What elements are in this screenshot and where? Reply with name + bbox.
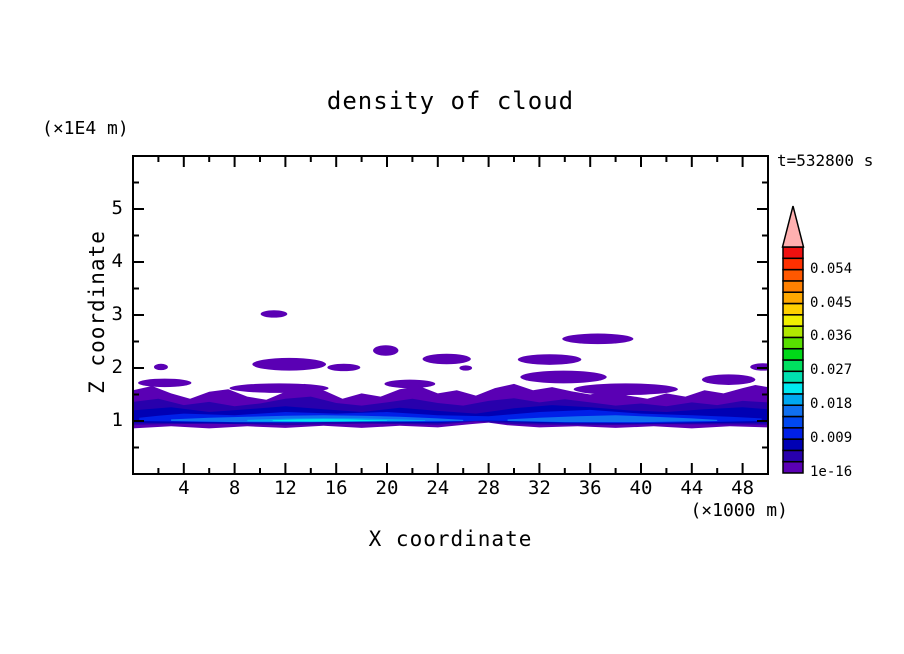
x-tick-label: 8 bbox=[228, 477, 241, 499]
contour-blob bbox=[520, 370, 607, 384]
colorbar-cell bbox=[782, 460, 804, 474]
contour-band bbox=[507, 415, 718, 423]
x-tick-label: 24 bbox=[426, 477, 450, 499]
contour-blob bbox=[701, 374, 756, 385]
colorbar-cell bbox=[782, 280, 804, 293]
contour-blob bbox=[562, 333, 634, 345]
colorbar-cell bbox=[782, 404, 804, 418]
contour-blob bbox=[153, 363, 168, 371]
colorbar-value-label: 0.018 bbox=[810, 396, 853, 413]
colorbar-cell bbox=[782, 314, 804, 327]
contour-blob bbox=[517, 354, 582, 365]
y-tick-label: 4 bbox=[111, 250, 123, 272]
contour-blob bbox=[260, 310, 288, 318]
y-tick-label: 3 bbox=[111, 303, 123, 325]
colorbar-cell bbox=[782, 449, 804, 463]
colorbar-cell bbox=[782, 302, 804, 316]
contour-blob bbox=[327, 363, 361, 372]
contour-blob bbox=[252, 357, 327, 371]
colorbar-cell bbox=[782, 257, 804, 271]
colorbar-cell bbox=[782, 347, 804, 361]
contour-blob bbox=[422, 353, 471, 365]
x-axis-unit-label: (×1000 m) bbox=[690, 500, 788, 521]
x-tick-label: 48 bbox=[731, 477, 755, 499]
y-tick-label: 1 bbox=[111, 409, 123, 431]
contour-blob bbox=[138, 378, 192, 388]
x-tick-label: 28 bbox=[477, 477, 501, 499]
y-axis-unit-label: (×1E4 m) bbox=[42, 118, 129, 139]
colorbar-cell bbox=[782, 246, 804, 260]
x-tick-label: 44 bbox=[680, 477, 704, 499]
colorbar-value-label: 1e-16 bbox=[810, 464, 853, 480]
contour-blob bbox=[459, 365, 473, 371]
colorbar-cell bbox=[782, 291, 804, 305]
colorbar-value-label: 0.009 bbox=[810, 430, 853, 447]
x-tick-label: 12 bbox=[273, 477, 297, 499]
x-tick-label: 32 bbox=[527, 477, 551, 499]
colorbar-value-label: 0.054 bbox=[810, 260, 853, 277]
contour-band bbox=[272, 419, 387, 422]
colorbar-overflow-arrow bbox=[781, 205, 805, 248]
colorbar-value-label: 0.045 bbox=[810, 294, 853, 311]
colorbar-cell bbox=[782, 438, 804, 452]
contour-blob bbox=[573, 383, 678, 396]
x-axis-title: X coordinate bbox=[368, 527, 533, 551]
contour-blob bbox=[229, 383, 329, 393]
x-tick-label: 20 bbox=[375, 477, 399, 499]
y-tick-label: 2 bbox=[111, 356, 123, 378]
colorbar-cell bbox=[782, 415, 804, 429]
x-tick-label: 16 bbox=[324, 477, 348, 499]
colorbar-value-label: 0.027 bbox=[810, 362, 853, 379]
x-tick-label: 4 bbox=[178, 477, 190, 499]
colorbar-value-label: 0.036 bbox=[810, 328, 853, 345]
colorbar-cell bbox=[782, 336, 804, 350]
plot-border bbox=[132, 155, 769, 475]
colorbar-cell bbox=[782, 427, 804, 440]
colorbar-cell bbox=[782, 381, 804, 395]
chart-title: density of cloud bbox=[326, 87, 575, 115]
contour-blob bbox=[373, 345, 399, 356]
contour-plot-area bbox=[133, 310, 768, 429]
contour-blob bbox=[384, 379, 436, 389]
time-annotation: t=532800 s bbox=[777, 151, 874, 170]
colorbar-cell bbox=[782, 268, 804, 282]
colorbar-cell bbox=[782, 370, 804, 384]
x-tick-label: 36 bbox=[578, 477, 602, 499]
x-tick-label: 40 bbox=[629, 477, 653, 499]
y-tick-label: 5 bbox=[111, 197, 123, 219]
colorbar-cell bbox=[782, 359, 804, 373]
colorbar-cell bbox=[782, 325, 804, 339]
colorbar-cell bbox=[782, 393, 804, 406]
